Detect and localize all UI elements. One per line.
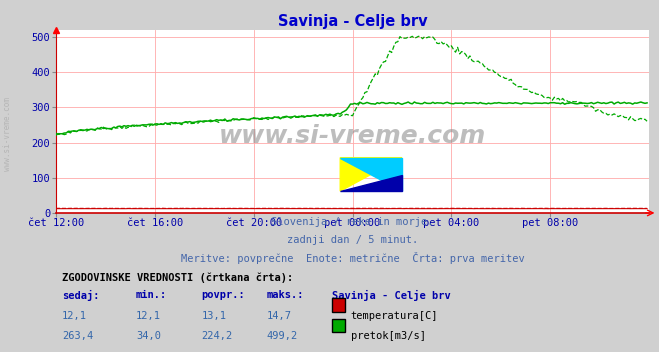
Text: 12,1: 12,1: [136, 310, 161, 321]
FancyBboxPatch shape: [332, 298, 345, 312]
Text: 224,2: 224,2: [202, 331, 233, 341]
Text: 12,1: 12,1: [62, 310, 87, 321]
Polygon shape: [340, 158, 402, 191]
Text: Slovenija / reke in morje.: Slovenija / reke in morje.: [272, 217, 434, 227]
Text: sedaj:: sedaj:: [62, 290, 100, 301]
Text: pretok[m3/s]: pretok[m3/s]: [351, 331, 426, 341]
Text: temperatura[C]: temperatura[C]: [351, 310, 438, 321]
Text: Meritve: povprеčne  Enote: metrične  Črta: prva meritev: Meritve: povprеčne Enote: metrične Črta:…: [181, 252, 525, 264]
Text: maks.:: maks.:: [266, 290, 304, 300]
Text: 263,4: 263,4: [62, 331, 93, 341]
Text: Savinja - Celje brv: Savinja - Celje brv: [332, 290, 451, 301]
Text: www.si-vreme.com: www.si-vreme.com: [3, 97, 13, 171]
Text: ZGODOVINSKE VREDNOSTI (črtkana črta):: ZGODOVINSKE VREDNOSTI (črtkana črta):: [62, 272, 293, 283]
Text: zadnji dan / 5 minut.: zadnji dan / 5 minut.: [287, 235, 418, 245]
Polygon shape: [340, 175, 402, 191]
Text: 499,2: 499,2: [266, 331, 298, 341]
Text: min.:: min.:: [136, 290, 167, 300]
Polygon shape: [340, 158, 402, 191]
Text: 14,7: 14,7: [266, 310, 291, 321]
FancyBboxPatch shape: [332, 319, 345, 332]
Text: www.si-vreme.com: www.si-vreme.com: [219, 124, 486, 148]
Text: 13,1: 13,1: [202, 310, 226, 321]
Text: povpr.:: povpr.:: [202, 290, 245, 300]
Title: Savinja - Celje brv: Savinja - Celje brv: [277, 14, 428, 29]
Text: 34,0: 34,0: [136, 331, 161, 341]
